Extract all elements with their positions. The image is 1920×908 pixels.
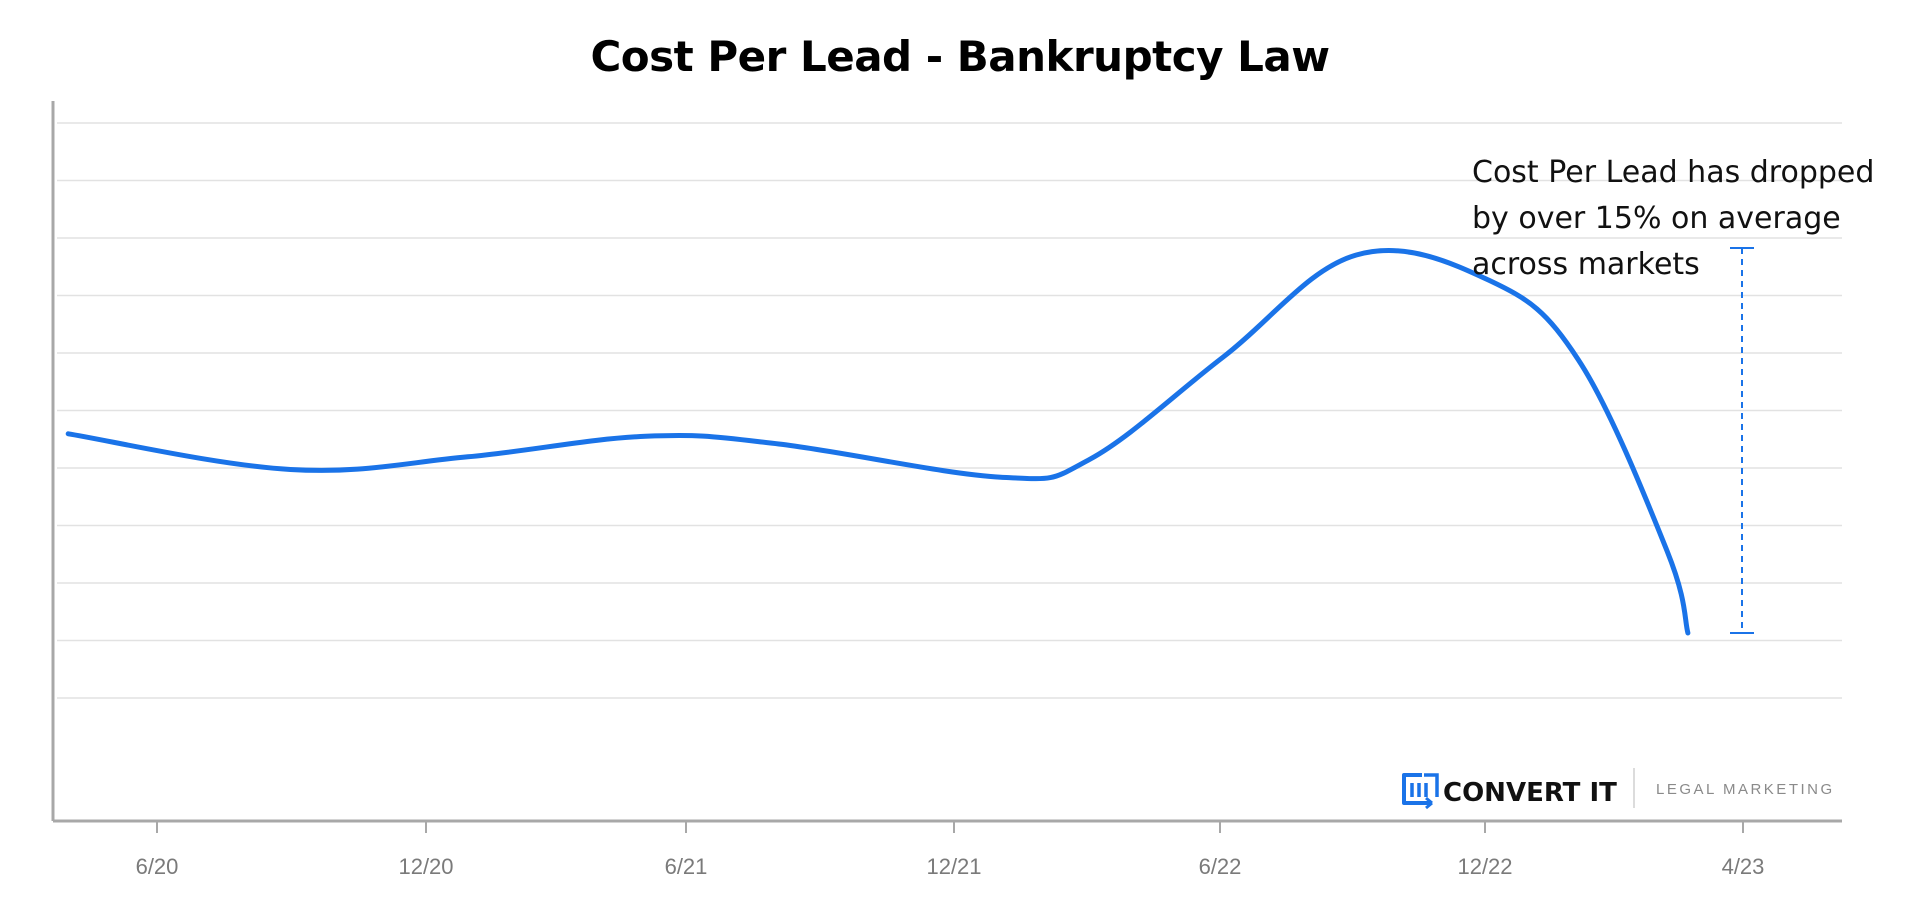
x-tick-label: 4/23 — [1722, 854, 1765, 879]
x-axis-ticks: 6/20 12/20 6/21 12/21 6/22 12/22 4/23 — [136, 821, 1765, 879]
x-tick-label: 6/22 — [1199, 854, 1242, 879]
brand-name: CONVERT IT — [1443, 778, 1617, 808]
x-tick-label: 6/20 — [136, 854, 179, 879]
x-tick-label: 6/21 — [665, 854, 708, 879]
annotation-line: by over 15% on average — [1472, 201, 1841, 236]
chart-title: Cost Per Lead - Bankruptcy Law — [590, 32, 1330, 81]
series-line-cost-per-lead — [65, 248, 1691, 636]
drop-bracket — [1730, 247, 1754, 634]
annotation-line: across markets — [1472, 247, 1700, 282]
annotation-line: Cost Per Lead has dropped — [1472, 155, 1874, 190]
brand-logo: CONVERT IT LEGAL MARKETING — [1402, 768, 1835, 810]
convert-it-logo-icon — [1402, 773, 1439, 810]
x-tick-label: 12/21 — [926, 854, 981, 879]
x-tick-label: 12/20 — [398, 854, 453, 879]
annotation-text: Cost Per Lead has dropped by over 15% on … — [1472, 155, 1874, 282]
grid-lines — [57, 122, 1842, 699]
x-tick-label: 12/22 — [1457, 854, 1512, 879]
brand-tagline: LEGAL MARKETING — [1656, 781, 1835, 798]
chart-axes — [51, 101, 1842, 823]
